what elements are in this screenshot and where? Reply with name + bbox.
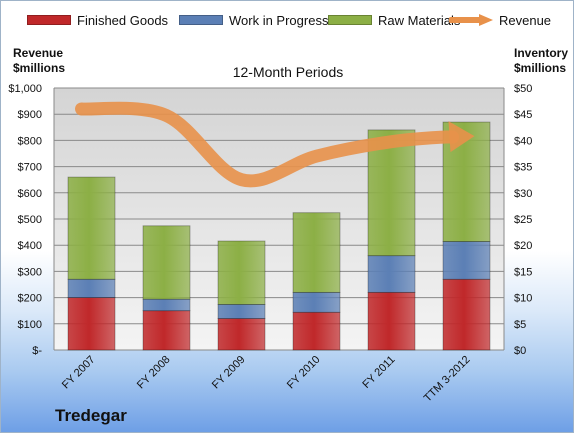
bar-raw-materials (292, 212, 341, 293)
right-tick-label: $15 (514, 266, 532, 278)
legend-label: Work in Progress (229, 12, 329, 28)
legend-item: Finished Goods (27, 10, 168, 30)
legend-swatch (179, 15, 223, 25)
right-tick-label: $5 (514, 319, 526, 331)
legend-swatch (27, 15, 71, 25)
bar-finished-goods (292, 311, 341, 351)
x-tick-label: FY 2010 (285, 354, 323, 392)
bar-finished-goods (367, 291, 416, 351)
left-tick-label: $300 (18, 266, 42, 278)
legend-swatch (448, 14, 493, 26)
x-tick-label: FY 2007 (60, 354, 98, 392)
right-tick-label: $35 (514, 162, 532, 174)
bar-work-in-progress (442, 241, 491, 280)
bar-work-in-progress (292, 291, 341, 313)
left-tick-label: $500 (18, 214, 42, 226)
left-tick-label: $- (32, 345, 42, 357)
revenue-line (75, 101, 460, 188)
bar-finished-goods (67, 297, 116, 351)
right-tick-label: $25 (514, 214, 532, 226)
left-tick-label: $900 (18, 109, 42, 121)
left-axis-title: Revenue $millions (13, 46, 66, 75)
bar-work-in-progress (142, 298, 191, 312)
bar-finished-goods (442, 278, 491, 351)
left-tick-label: $100 (18, 319, 42, 331)
right-axis-title: Inventory $millions (514, 46, 569, 75)
legend-swatch (328, 15, 372, 25)
right-tick-label: $50 (514, 83, 532, 95)
legend: Finished Goods Work in Progress Raw Materi… (1, 10, 573, 30)
right-tick-label: $40 (514, 135, 532, 147)
company-name: Tredegar (55, 406, 127, 425)
right-tick-label: $45 (514, 109, 532, 121)
x-tick-label: FY 2011 (360, 354, 397, 391)
bar-finished-goods (217, 318, 266, 351)
x-tick-label: FY 2009 (210, 354, 248, 392)
left-tick-label: $400 (18, 240, 42, 252)
bar-work-in-progress (67, 278, 116, 299)
bar-raw-materials (142, 225, 191, 300)
chart-title: 12-Month Periods (232, 64, 344, 80)
legend-item: Revenue (448, 10, 552, 30)
bar-work-in-progress (217, 304, 266, 319)
right-tick-label: $20 (514, 240, 532, 252)
legend-label: Revenue (499, 12, 552, 28)
legend-label: Raw Materials (378, 12, 461, 28)
bar-raw-materials (367, 129, 416, 257)
x-tick-label: TTM 3-2012 (422, 354, 473, 405)
left-tick-label: $1,000 (8, 83, 42, 95)
revenue-arrowhead (448, 121, 475, 153)
x-tick-label: FY 2008 (135, 354, 173, 392)
right-tick-label: $0 (514, 345, 526, 357)
bar-raw-materials (217, 240, 266, 305)
bar-raw-materials (442, 121, 491, 242)
legend-item: Raw Materials (328, 10, 460, 30)
legend-label: Finished Goods (77, 12, 169, 28)
right-tick-label: $10 (514, 293, 532, 305)
bar-raw-materials (67, 176, 116, 280)
right-tick-label: $30 (514, 188, 532, 200)
left-tick-label: $200 (18, 293, 42, 305)
left-tick-label: $700 (18, 162, 42, 174)
left-tick-label: $600 (18, 188, 42, 200)
legend-item: Work in Progress (179, 10, 328, 30)
left-tick-label: $800 (18, 135, 42, 147)
bar-finished-goods (142, 310, 191, 351)
bar-work-in-progress (367, 255, 416, 293)
